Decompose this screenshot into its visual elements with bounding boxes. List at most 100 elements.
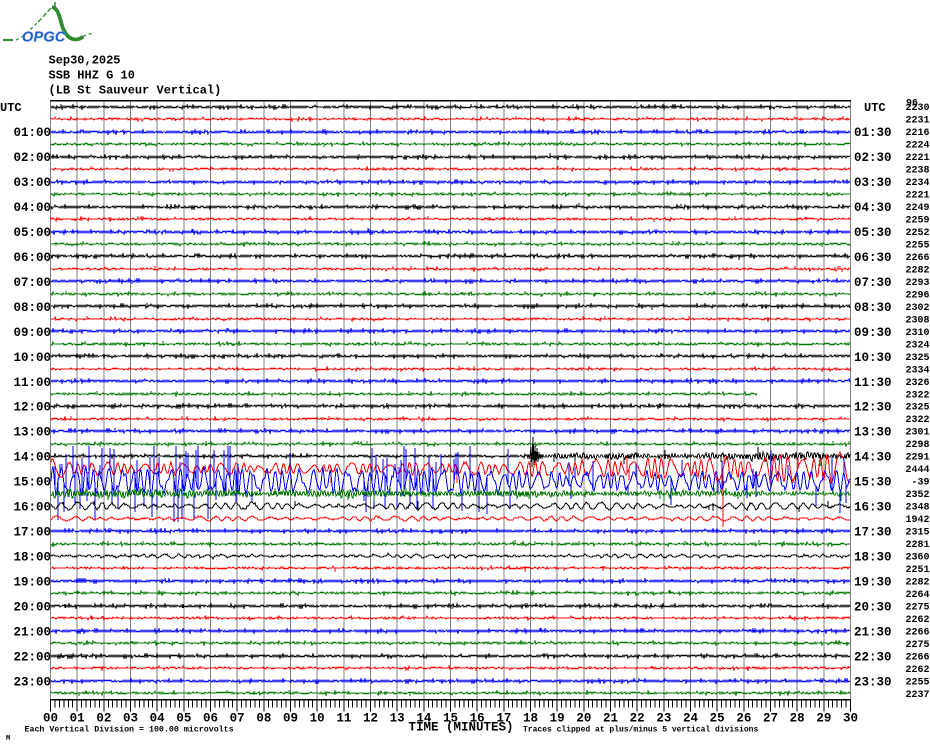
svg-text:03: 03: [123, 712, 138, 726]
svg-text:08: 08: [256, 712, 271, 726]
svg-text:2262: 2262: [905, 665, 929, 676]
svg-text:2310: 2310: [905, 328, 929, 339]
svg-text:13: 13: [390, 712, 405, 726]
svg-text:06:00: 06:00: [13, 251, 51, 265]
svg-text:04:00: 04:00: [13, 201, 51, 215]
svg-text:18:30: 18:30: [854, 550, 892, 564]
svg-text:22:30: 22:30: [854, 650, 892, 664]
svg-text:23:00: 23:00: [13, 675, 51, 689]
svg-text:2275: 2275: [905, 640, 929, 651]
svg-text:2334: 2334: [905, 365, 929, 376]
svg-text:Sep30,2025: Sep30,2025: [49, 54, 121, 68]
svg-text:30: 30: [843, 712, 858, 726]
svg-text:16: 16: [470, 712, 485, 726]
svg-text:12:30: 12:30: [854, 401, 892, 415]
svg-text:UTC: UTC: [864, 101, 886, 115]
svg-text:10:00: 10:00: [13, 351, 51, 365]
svg-text:2325: 2325: [905, 403, 929, 414]
svg-text:02: 02: [96, 712, 111, 726]
svg-text:05:30: 05:30: [854, 226, 892, 240]
svg-text:2234: 2234: [905, 178, 929, 189]
svg-text:11: 11: [336, 712, 351, 726]
svg-text:2282: 2282: [905, 265, 929, 276]
svg-text:07:30: 07:30: [854, 276, 892, 290]
svg-text:Traces clipped at plus/minus 5: Traces clipped at plus/minus 5 vertical …: [523, 726, 758, 735]
svg-text:11:30: 11:30: [854, 376, 892, 390]
svg-text:2262: 2262: [905, 615, 929, 626]
svg-text:2315: 2315: [905, 528, 929, 539]
svg-text:2259: 2259: [905, 216, 929, 227]
svg-text:2325: 2325: [905, 353, 929, 364]
svg-text:2249: 2249: [905, 203, 929, 214]
svg-text:21:30: 21:30: [854, 625, 892, 639]
svg-text:2326: 2326: [905, 378, 929, 389]
svg-text:96: 96: [906, 99, 918, 110]
svg-text:1942: 1942: [905, 515, 929, 526]
svg-text:02:00: 02:00: [13, 151, 51, 165]
svg-text:03:00: 03:00: [13, 176, 51, 190]
svg-text:17: 17: [496, 712, 511, 726]
svg-text:2255: 2255: [905, 677, 929, 688]
svg-text:2266: 2266: [905, 652, 929, 663]
svg-text:2296: 2296: [905, 290, 929, 301]
svg-text:2444: 2444: [905, 465, 929, 476]
svg-text:16:30: 16:30: [854, 501, 892, 515]
svg-text:02:30: 02:30: [854, 151, 892, 165]
svg-text:2231: 2231: [905, 116, 929, 127]
svg-text:28: 28: [790, 712, 805, 726]
svg-text:2224: 2224: [905, 141, 929, 152]
svg-text:2360: 2360: [905, 552, 929, 563]
svg-text:2282: 2282: [905, 577, 929, 588]
svg-text:2237: 2237: [905, 690, 929, 701]
svg-text:24: 24: [683, 712, 699, 726]
svg-text:23:30: 23:30: [854, 675, 892, 689]
svg-text:26: 26: [736, 712, 751, 726]
svg-text:18:00: 18:00: [13, 550, 51, 564]
svg-text:19: 19: [550, 712, 565, 726]
svg-text:13:30: 13:30: [854, 426, 892, 440]
svg-text:19:00: 19:00: [13, 575, 51, 589]
svg-text:17:00: 17:00: [13, 526, 51, 540]
svg-text:05: 05: [176, 712, 191, 726]
svg-text:27: 27: [763, 712, 778, 726]
svg-text:2322: 2322: [905, 390, 929, 401]
svg-text:06:30: 06:30: [854, 251, 892, 265]
svg-text:2352: 2352: [905, 490, 929, 501]
svg-text:18: 18: [523, 712, 538, 726]
svg-text:-39: -39: [911, 478, 929, 489]
svg-text:15:30: 15:30: [854, 476, 892, 490]
svg-text:11:00: 11:00: [13, 376, 51, 390]
svg-text:13:00: 13:00: [13, 426, 51, 440]
svg-text:01:30: 01:30: [854, 126, 892, 140]
svg-text:05:00: 05:00: [13, 226, 51, 240]
svg-text:2308: 2308: [905, 315, 929, 326]
svg-text:2324: 2324: [905, 340, 929, 351]
svg-text:M: M: [6, 735, 10, 743]
svg-text:08:30: 08:30: [854, 301, 892, 315]
svg-text:23: 23: [656, 712, 671, 726]
svg-text:19:30: 19:30: [854, 575, 892, 589]
svg-text:2281: 2281: [905, 540, 929, 551]
svg-text:TIME (MINUTES): TIME (MINUTES): [409, 721, 514, 735]
svg-text:12: 12: [363, 712, 378, 726]
svg-text:2255: 2255: [905, 241, 929, 252]
svg-text:09: 09: [283, 712, 298, 726]
svg-text:08:00: 08:00: [13, 301, 51, 315]
svg-text:01: 01: [70, 712, 85, 726]
svg-text:2221: 2221: [905, 153, 929, 164]
svg-text:2264: 2264: [905, 590, 929, 601]
svg-text:2266: 2266: [905, 627, 929, 638]
svg-text:04:30: 04:30: [854, 201, 892, 215]
svg-text:06: 06: [203, 712, 218, 726]
svg-text:14:00: 14:00: [13, 451, 51, 465]
svg-text:07: 07: [230, 712, 245, 726]
svg-text:29: 29: [816, 712, 831, 726]
svg-text:20:00: 20:00: [13, 600, 51, 614]
svg-text:10: 10: [310, 712, 325, 726]
svg-text:15: 15: [443, 712, 458, 726]
svg-text:2293: 2293: [905, 278, 929, 289]
svg-text:03:30: 03:30: [854, 176, 892, 190]
svg-text:00: 00: [43, 712, 58, 726]
svg-text:17:30: 17:30: [854, 526, 892, 540]
svg-text:2221: 2221: [905, 191, 929, 202]
